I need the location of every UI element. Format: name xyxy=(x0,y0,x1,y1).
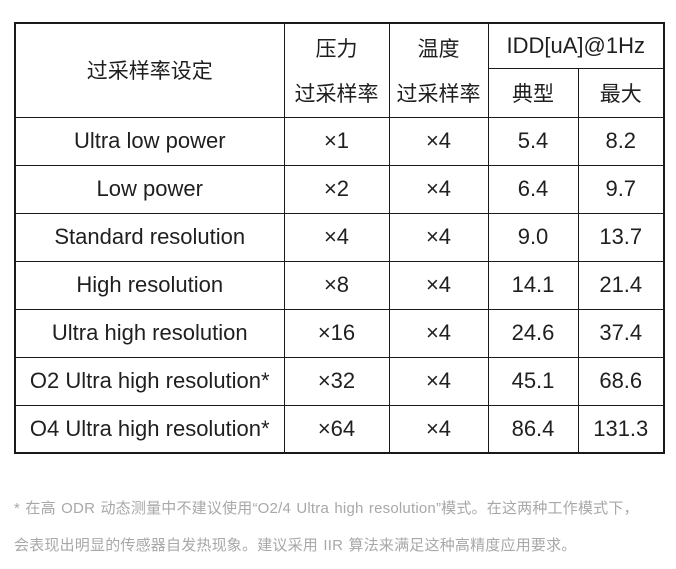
idd-max-cell: 131.3 xyxy=(577,404,665,454)
mode-label-cell: Low power xyxy=(14,164,285,214)
header-temperature-line2: 过采样率 xyxy=(396,82,481,106)
header-max: 最大 xyxy=(577,67,665,118)
oversampling-table: 过采样率设定 压力 过采样率 温度 过采样率 IDD[uA]@1Hz 典型 xyxy=(14,22,665,454)
header-pressure-lines: 压力 过采样率 xyxy=(285,25,389,115)
idd-max-cell: 21.4 xyxy=(577,260,665,310)
pressure-osr-cell: ×8 xyxy=(283,260,390,310)
table-body: Ultra low power ×1 ×4 5.4 8.2 Low power … xyxy=(14,116,665,454)
idd-max-cell: 13.7 xyxy=(577,212,665,262)
table-row: High resolution ×8 ×4 14.1 21.4 xyxy=(14,260,665,310)
header-temperature-oversampling: 温度 过采样率 xyxy=(388,22,489,118)
mode-label-cell: Standard resolution xyxy=(14,212,285,262)
idd-typical-cell: 5.4 xyxy=(487,116,579,166)
footnote-line-1: * 在高 ODR 动态测量中不建议使用“O2/4 Ultra high reso… xyxy=(14,500,639,517)
idd-typical-cell: 9.0 xyxy=(487,212,579,262)
idd-typical-cell: 45.1 xyxy=(487,356,579,406)
table-row: Ultra high resolution ×16 ×4 24.6 37.4 xyxy=(14,308,665,358)
mode-label-cell: Ultra low power xyxy=(14,116,285,166)
table-row: Ultra low power ×1 ×4 5.4 8.2 xyxy=(14,116,665,166)
idd-max-cell: 8.2 xyxy=(577,116,665,166)
pressure-osr-cell: ×1 xyxy=(283,116,390,166)
mode-label-cell: Ultra high resolution xyxy=(14,308,285,358)
header-typical: 典型 xyxy=(487,67,579,118)
pressure-osr-cell: ×2 xyxy=(283,164,390,214)
mode-label-cell: High resolution xyxy=(14,260,285,310)
footnote: * 在高 ODR 动态测量中不建议使用“O2/4 Ultra high reso… xyxy=(14,490,669,564)
temperature-osr-cell: ×4 xyxy=(388,404,489,454)
temperature-osr-cell: ×4 xyxy=(388,356,489,406)
table-row: O4 Ultra high resolution* ×64 ×4 86.4 13… xyxy=(14,404,665,454)
idd-typical-cell: 24.6 xyxy=(487,308,579,358)
pressure-osr-cell: ×64 xyxy=(283,404,390,454)
header-temperature-line1: 温度 xyxy=(417,37,460,61)
pressure-osr-cell: ×32 xyxy=(283,356,390,406)
table-row: Low power ×2 ×4 6.4 9.7 xyxy=(14,164,665,214)
temperature-osr-cell: ×4 xyxy=(388,212,489,262)
temperature-osr-cell: ×4 xyxy=(388,260,489,310)
pressure-osr-cell: ×16 xyxy=(283,308,390,358)
table-row: Standard resolution ×4 ×4 9.0 13.7 xyxy=(14,212,665,262)
idd-max-cell: 9.7 xyxy=(577,164,665,214)
header-pressure-oversampling: 压力 过采样率 xyxy=(283,22,390,118)
footnote-line-2: 会表现出明显的传感器自发热现象。建议采用 IIR 算法来满足这种高精度应用要求。 xyxy=(14,537,577,554)
header-oversampling-setting: 过采样率设定 xyxy=(14,22,285,118)
header-idd-current: IDD[uA]@1Hz xyxy=(487,22,665,69)
header-temperature-lines: 温度 过采样率 xyxy=(390,25,488,115)
oversampling-table-container: 过采样率设定 压力 过采样率 温度 过采样率 IDD[uA]@1Hz 典型 xyxy=(14,22,665,454)
header-pressure-line2: 过采样率 xyxy=(294,82,379,106)
pressure-osr-cell: ×4 xyxy=(283,212,390,262)
idd-max-cell: 37.4 xyxy=(577,308,665,358)
idd-typical-cell: 86.4 xyxy=(487,404,579,454)
mode-label-cell: O2 Ultra high resolution* xyxy=(14,356,285,406)
header-pressure-line1: 压力 xyxy=(315,37,358,61)
idd-typical-cell: 6.4 xyxy=(487,164,579,214)
temperature-osr-cell: ×4 xyxy=(388,116,489,166)
idd-max-cell: 68.6 xyxy=(577,356,665,406)
temperature-osr-cell: ×4 xyxy=(388,164,489,214)
mode-label-cell: O4 Ultra high resolution* xyxy=(14,404,285,454)
table-row: O2 Ultra high resolution* ×32 ×4 45.1 68… xyxy=(14,356,665,406)
table-header: 过采样率设定 压力 过采样率 温度 过采样率 IDD[uA]@1Hz 典型 xyxy=(14,22,665,118)
temperature-osr-cell: ×4 xyxy=(388,308,489,358)
idd-typical-cell: 14.1 xyxy=(487,260,579,310)
